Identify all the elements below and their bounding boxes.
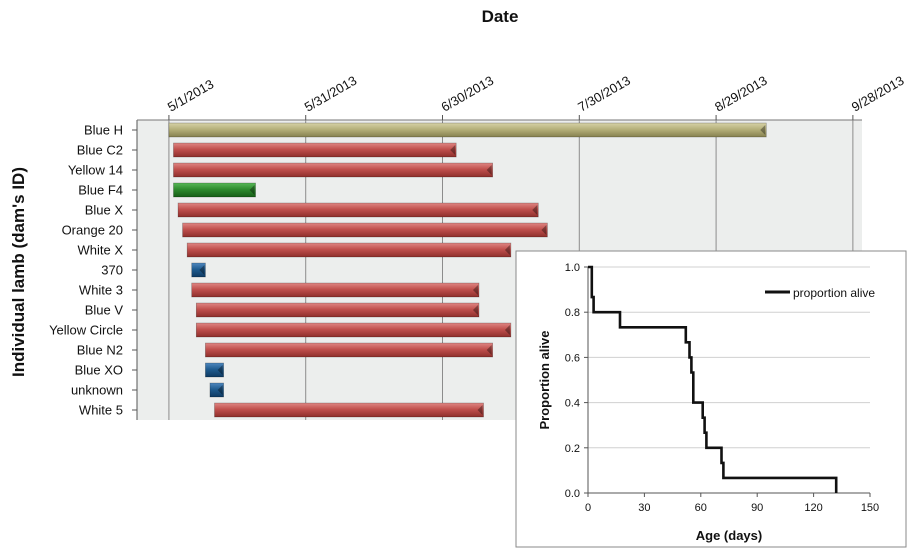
inset-y-tick-labels: 0.0 0.2 0.4 0.6 0.8 1.0	[565, 262, 588, 500]
legend-label: proportion alive	[793, 286, 875, 300]
gantt-bar-cap	[217, 365, 223, 375]
gantt-x-tick-label: 6/30/2013	[439, 73, 497, 115]
gantt-row-label: Blue N2	[77, 343, 123, 358]
inset-x-tick-labels: 0 30 60 90 120 150	[585, 493, 879, 514]
gantt-bar	[195, 302, 480, 318]
gantt-bar	[205, 342, 493, 358]
gantt-row-label: Blue XO	[75, 363, 123, 378]
gantt-bar	[205, 362, 224, 378]
gantt-row-label: Yellow 14	[68, 163, 123, 178]
survival-curve	[588, 265, 838, 493]
gantt-bar-cap	[472, 305, 478, 315]
gantt-row-label: Orange 20	[62, 223, 123, 238]
gantt-bar	[182, 222, 548, 238]
inset-y-tick-label: 0.2	[565, 443, 580, 455]
gantt-bar-cap	[217, 385, 223, 395]
gantt-bar-cap	[760, 125, 766, 135]
gantt-bar	[173, 182, 256, 198]
inset-legend: proportion alive	[765, 286, 875, 300]
inset-y-axis-label: Proportion alive	[537, 331, 552, 430]
gantt-bar-cap	[450, 145, 456, 155]
gantt-y-axis-label: Individual lamb (dam's ID)	[9, 167, 28, 377]
gantt-bar	[168, 122, 767, 138]
gantt-row-label: White X	[77, 243, 123, 258]
gantt-row-label: unknown	[71, 383, 123, 398]
gantt-bar	[191, 262, 206, 278]
inset-x-tick-label: 120	[804, 502, 822, 514]
gantt-row-label: White 3	[79, 283, 123, 298]
inset-x-tick-label: 150	[861, 502, 879, 514]
gantt-row-label: Blue F4	[78, 183, 123, 198]
gantt-bar-cap	[486, 165, 492, 175]
inset-series	[588, 265, 838, 493]
gantt-bar	[195, 322, 512, 338]
gantt-y-tick-labels: Blue H Blue C2 Yellow 14 Blue F4 Blue X Orang…	[49, 123, 137, 418]
gantt-x-tick-labels: 5/1/2013 5/31/2013 6/30/2013 7/30/2013 8/29/…	[165, 73, 907, 120]
inset-gridlines	[588, 266, 870, 449]
gantt-bar-cap	[504, 245, 510, 255]
inset-y-tick-label: 1.0	[565, 262, 580, 274]
gantt-bar-cap	[199, 265, 205, 275]
gantt-bar-cap	[541, 225, 547, 235]
inset-y-tick-label: 0.0	[565, 488, 580, 500]
gantt-bar	[186, 242, 512, 258]
inset-x-tick-label: 30	[638, 502, 650, 514]
inset-frame	[515, 250, 907, 548]
gantt-bars	[168, 122, 767, 418]
inset-y-tick-label: 0.6	[565, 352, 580, 364]
gantt-row-label: 370	[101, 263, 123, 278]
gantt-bar-cap	[486, 345, 492, 355]
gantt-bar-cap	[532, 205, 538, 215]
gantt-title: Date	[482, 7, 519, 26]
gantt-row-label: Blue X	[85, 203, 124, 218]
gantt-bar	[191, 282, 480, 298]
gantt-bar-cap	[477, 405, 483, 415]
gantt-bar	[173, 162, 493, 178]
gantt-bar	[173, 142, 457, 158]
gantt-row-label: Blue C2	[77, 143, 123, 158]
gantt-bar-cap	[249, 185, 255, 195]
gantt-row-label: Yellow Circle	[49, 323, 123, 338]
gantt-row-label: White 5	[79, 403, 123, 418]
inset-y-tick-label: 0.4	[565, 398, 580, 410]
gantt-bar	[214, 402, 484, 418]
gantt-row-label: Blue V	[85, 303, 124, 318]
inset-y-tick-label: 0.8	[565, 307, 580, 319]
gantt-bar	[209, 382, 224, 398]
gantt-bar-cap	[472, 285, 478, 295]
inset-x-tick-label: 0	[585, 502, 591, 514]
gantt-x-tick-label: 5/31/2013	[302, 73, 360, 115]
gantt-row-label: Blue H	[84, 123, 123, 138]
gantt-x-tick-label: 7/30/2013	[575, 73, 633, 115]
gantt-x-tick-label: 5/1/2013	[165, 76, 216, 114]
gantt-bar-cap	[504, 325, 510, 335]
inset-x-tick-label: 90	[751, 502, 763, 514]
gantt-x-tick-label: 9/28/2013	[849, 73, 907, 115]
survival-inset: 0 30 60 90 120 150 0.0 0.2 0.4 0.6 0.8 1.0 Age (da…	[515, 250, 907, 548]
inset-x-tick-label: 60	[695, 502, 707, 514]
gantt-x-tick-label: 8/29/2013	[712, 73, 770, 115]
gantt-bar	[177, 202, 539, 218]
inset-x-axis-label: Age (days)	[696, 528, 762, 543]
